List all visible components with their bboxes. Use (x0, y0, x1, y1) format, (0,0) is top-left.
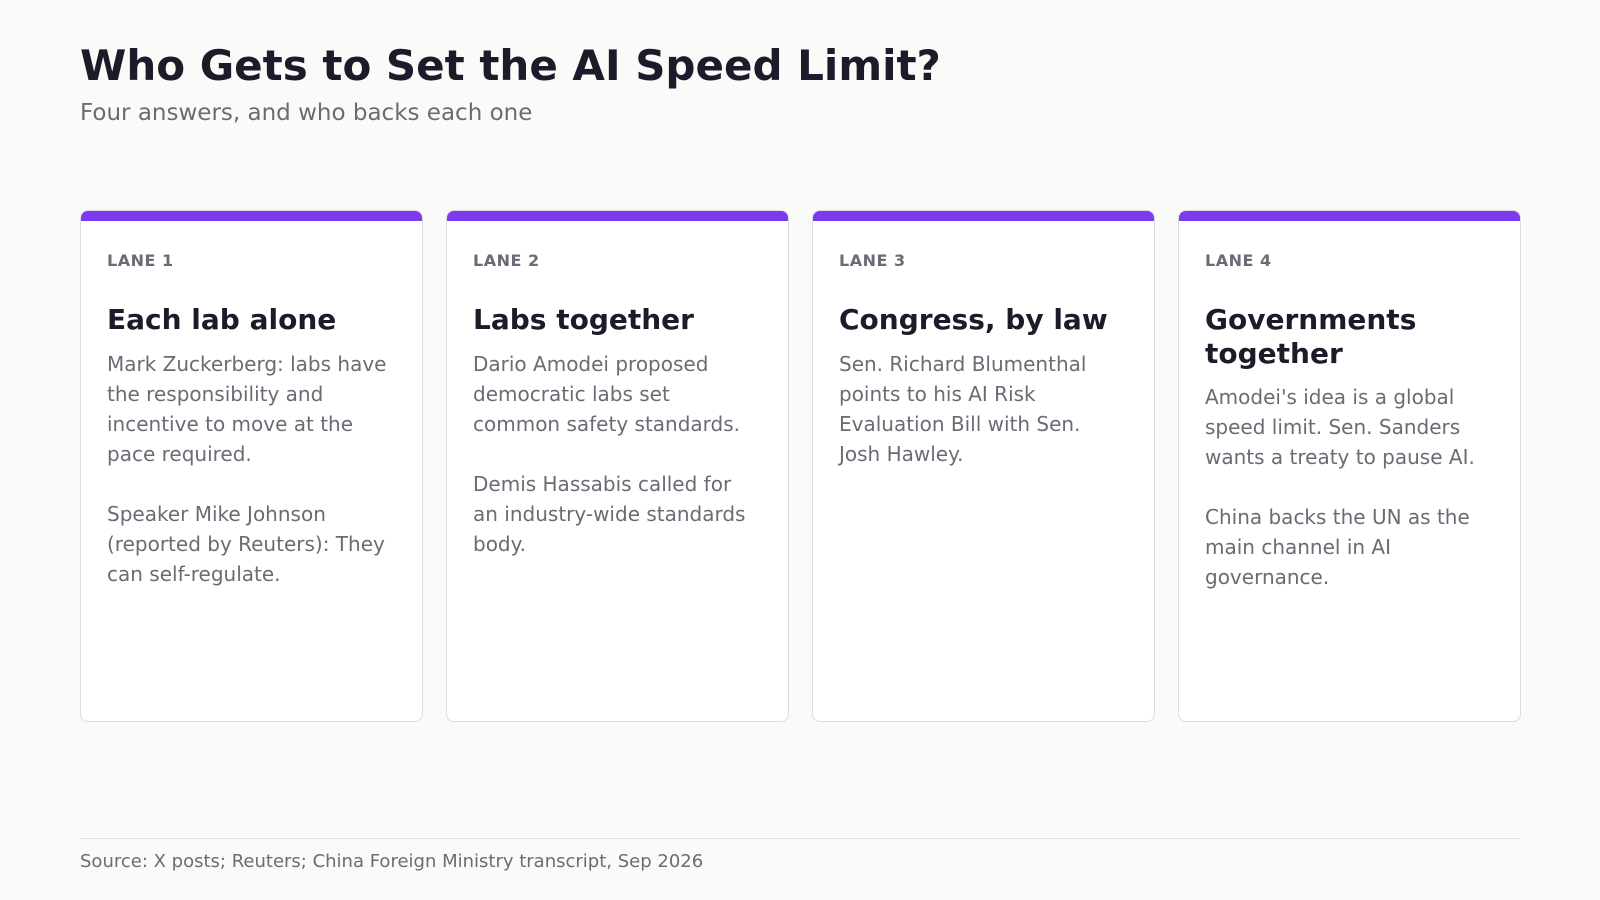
lane-card-4: LANE 4 Governments together Amodei's ide… (1178, 210, 1521, 722)
lane-title: Labs together (473, 303, 694, 337)
lane-title: Each lab alone (107, 303, 337, 337)
lane-label: LANE 2 (473, 251, 540, 270)
lane-label: LANE 3 (839, 251, 906, 270)
page-title: Who Gets to Set the AI Speed Limit? (80, 41, 941, 90)
lane-accent-bar (813, 211, 1154, 221)
footer-divider (80, 838, 1521, 839)
lane-card-3: LANE 3 Congress, by law Sen. Richard Blu… (812, 210, 1155, 722)
lane-paragraph: Amodei's idea is a global speed limit. S… (1205, 385, 1475, 470)
lane-paragraph: Demis Hassabis called for an industry-wi… (473, 471, 746, 556)
lane-card-2: LANE 2 Labs together Dario Amodei propos… (446, 210, 789, 722)
lane-card-1: LANE 1 Each lab alone Mark Zuckerberg: l… (80, 210, 423, 722)
page-subtitle: Four answers, and who backs each one (80, 100, 533, 126)
lane-accent-bar (81, 211, 422, 221)
lane-paragraph: Speaker Mike Johnson (reported by Reuter… (107, 501, 385, 586)
lane-title: Congress, by law (839, 303, 1108, 337)
lane-paragraph: Dario Amodei proposed democratic labs se… (473, 351, 741, 436)
lane-label: LANE 4 (1205, 251, 1272, 270)
lane-label: LANE 1 (107, 251, 174, 270)
lane-title: Governments together (1205, 303, 1417, 370)
lane-paragraph: Mark Zuckerberg: labs have the responsib… (107, 351, 387, 466)
lane-accent-bar (447, 211, 788, 221)
lane-paragraph: China backs the UN as the main channel i… (1205, 505, 1470, 590)
source-note: Source: X posts; Reuters; China Foreign … (80, 851, 704, 872)
lanes-row: LANE 1 Each lab alone Mark Zuckerberg: l… (80, 210, 1521, 722)
lane-accent-bar (1179, 211, 1520, 221)
lane-paragraph: Sen. Richard Blumenthal points to his AI… (839, 351, 1087, 466)
